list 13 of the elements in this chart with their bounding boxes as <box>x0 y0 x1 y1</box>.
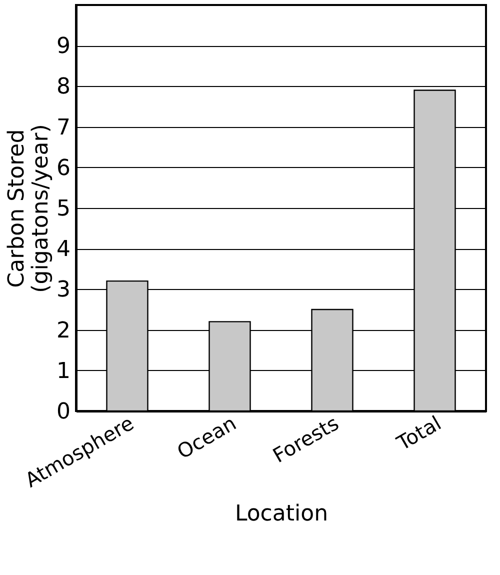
y-tick-label: 2 <box>56 318 70 344</box>
y-tick-label: 6 <box>56 156 70 181</box>
y-axis-title: Carbon Stored (gigatons/year) <box>4 124 54 293</box>
y-tick-label: 1 <box>56 358 70 384</box>
y-tick-label: 7 <box>56 115 70 140</box>
x-axis-title: Location <box>234 501 328 526</box>
y-tick-label: 4 <box>56 237 70 262</box>
y-tick-label: 3 <box>56 278 70 303</box>
y-tick-label: 0 <box>56 400 70 424</box>
x-tick-label: Total <box>392 410 446 456</box>
y-tick-label: 9 <box>56 34 70 60</box>
y-tick-label: 8 <box>56 74 70 100</box>
y-tick-label: 5 <box>56 196 70 222</box>
